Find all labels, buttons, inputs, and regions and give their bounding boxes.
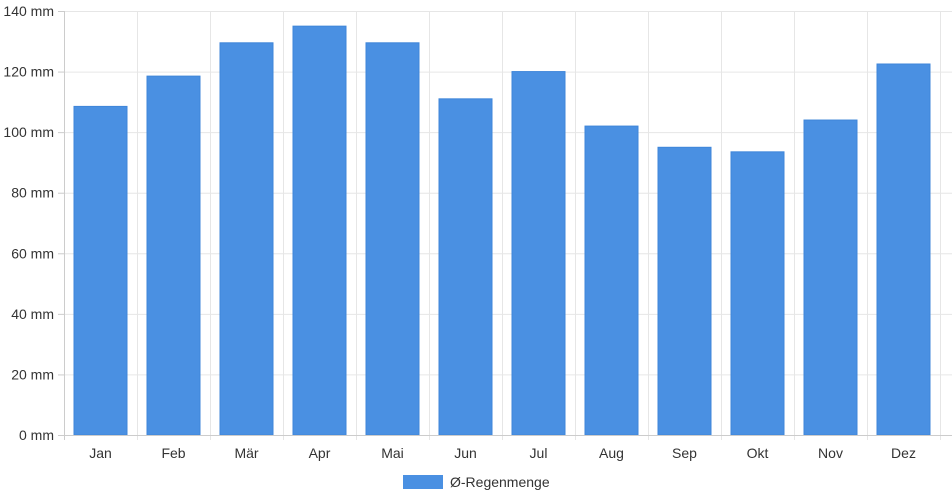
x-tick-label: Jan <box>89 445 112 461</box>
y-tick-label: 140 mm <box>3 3 54 19</box>
x-tick-label: Mär <box>234 445 258 461</box>
x-tick-label: Sep <box>672 445 697 461</box>
axes <box>58 11 952 440</box>
grid-lines <box>64 11 952 440</box>
bar[interactable] <box>657 146 712 436</box>
legend-label[interactable]: Ø-Regenmenge <box>450 474 550 490</box>
x-tick-label: Apr <box>309 445 331 461</box>
bar[interactable] <box>219 42 274 436</box>
y-tick-label: 20 mm <box>11 366 54 382</box>
x-tick-label: Aug <box>599 445 624 461</box>
bar[interactable] <box>146 75 201 436</box>
bar[interactable] <box>730 151 785 436</box>
bar[interactable] <box>73 105 128 436</box>
x-tick-label: Dez <box>891 445 916 461</box>
bar[interactable] <box>803 119 858 436</box>
x-tick-label: Jun <box>454 445 477 461</box>
bar[interactable] <box>438 98 493 436</box>
y-tick-label: 100 mm <box>3 124 54 140</box>
bar[interactable] <box>292 25 347 436</box>
y-tick-label: 0 mm <box>19 427 54 443</box>
y-tick-label: 80 mm <box>11 185 54 201</box>
y-tick-label: 40 mm <box>11 306 54 322</box>
legend[interactable]: Ø-Regenmenge <box>403 474 550 490</box>
y-axis-tick-labels: 0 mm 20 mm 40 mm 60 mm 80 mm 100 mm 120 mm 140 … <box>3 3 54 443</box>
y-tick-label: 120 mm <box>3 64 54 80</box>
bar[interactable] <box>876 63 931 436</box>
x-tick-label: Okt <box>747 445 769 461</box>
legend-swatch[interactable] <box>403 475 443 489</box>
bar-series <box>73 25 931 436</box>
bar[interactable] <box>365 42 420 436</box>
x-tick-label: Feb <box>161 445 185 461</box>
y-tick-label: 60 mm <box>11 245 54 261</box>
x-tick-label: Mai <box>381 445 404 461</box>
x-tick-label: Jul <box>530 445 548 461</box>
x-axis-tick-labels: Jan Feb Mär Apr Mai Jun Jul Aug Sep Okt Nov Dez <box>89 445 916 461</box>
x-tick-label: Nov <box>818 445 843 461</box>
bar[interactable] <box>511 71 566 436</box>
bar[interactable] <box>584 125 639 436</box>
